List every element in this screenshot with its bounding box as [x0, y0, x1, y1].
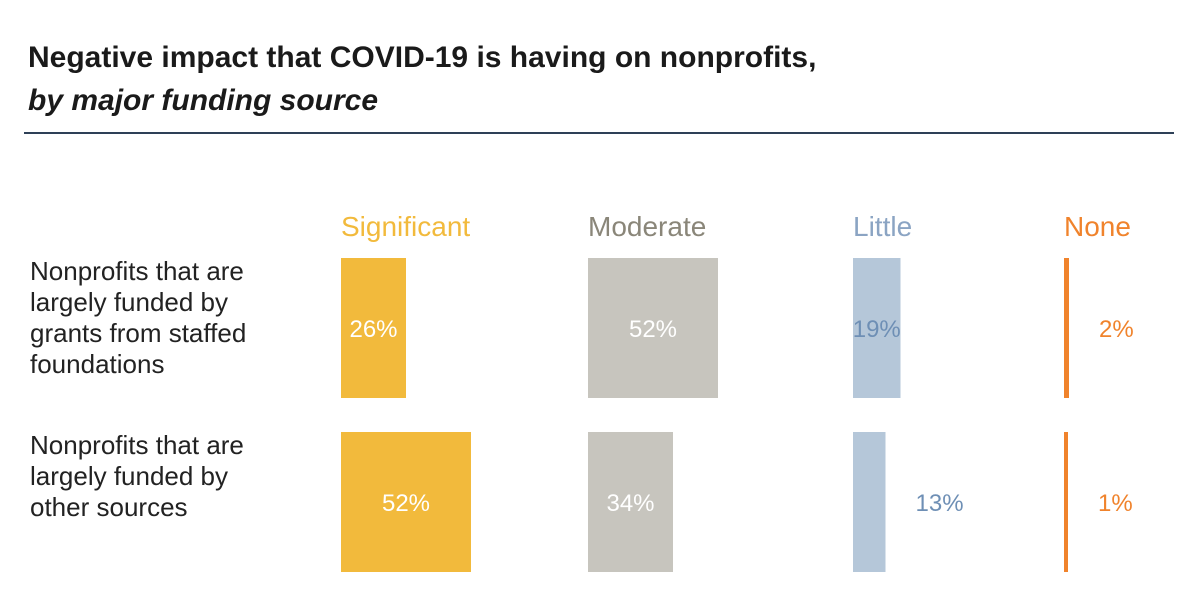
bar-row2-little	[853, 432, 886, 572]
value-label-row1-little: 19%	[853, 316, 901, 343]
chart-title: Negative impact that COVID-19 is having …	[28, 41, 817, 74]
row-label-1: Nonprofits that are largely funded by gran…	[30, 256, 246, 379]
value-label-row2-significant: 52%	[382, 490, 430, 517]
chart-subtitle: by major funding source	[28, 84, 379, 117]
category-header-moderate: Moderate	[588, 211, 706, 242]
bar-row1-significant	[341, 258, 406, 398]
category-header-little: Little	[853, 211, 912, 242]
value-label-row1-none: 2%	[1099, 316, 1134, 343]
value-label-row2-moderate: 34%	[606, 490, 654, 517]
value-label-row1-moderate: 52%	[629, 316, 677, 343]
value-label-row1-significant: 26%	[349, 316, 397, 343]
bar-row1-moderate	[588, 258, 718, 398]
category-header-significant: Significant	[341, 211, 470, 242]
bar-row1-none	[1064, 258, 1069, 398]
bar-row2-moderate	[588, 432, 673, 572]
title-divider	[24, 132, 1174, 134]
bar-row2-none	[1064, 432, 1068, 572]
value-label-row2-little: 13%	[916, 490, 964, 517]
bar-row1-little	[853, 258, 901, 398]
row-label-2: Nonprofits that are largely funded by othe…	[30, 430, 244, 522]
value-label-row2-none: 1%	[1098, 490, 1133, 517]
category-header-none: None	[1064, 211, 1131, 242]
bar-row2-significant	[341, 432, 471, 572]
